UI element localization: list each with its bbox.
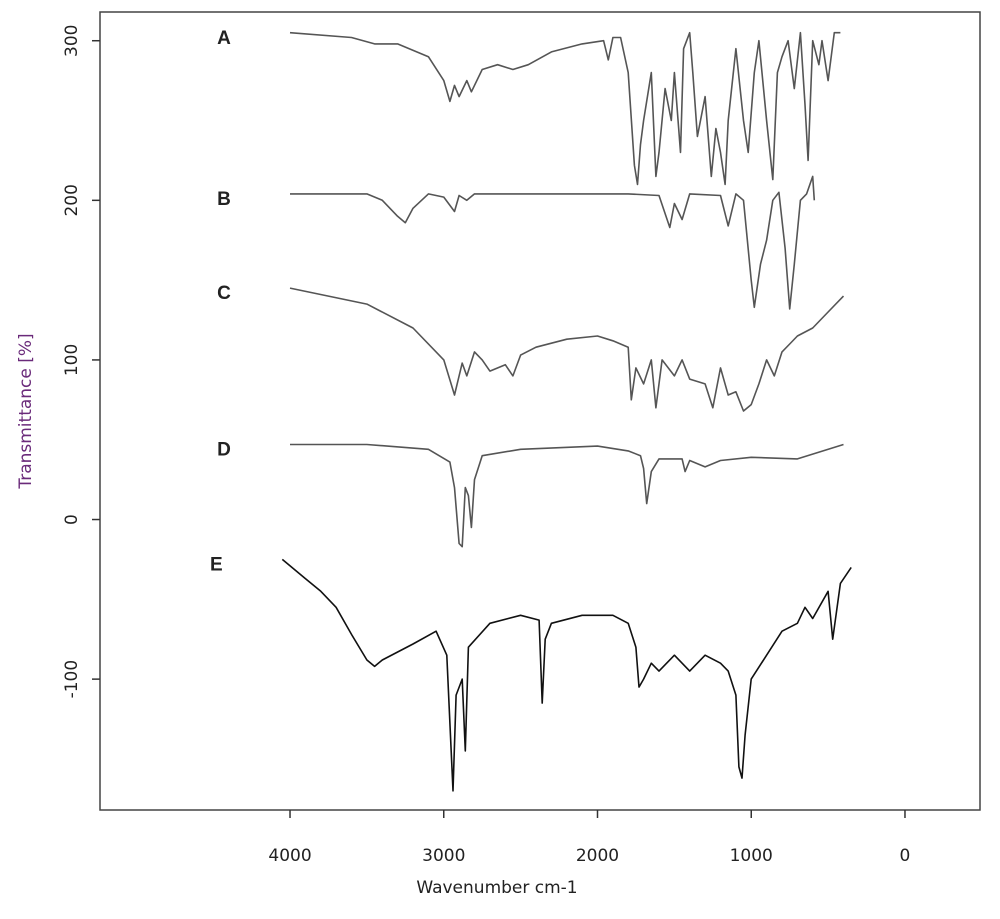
- series-name: B: [217, 189, 231, 210]
- series-name: D: [217, 440, 231, 461]
- series-name: A: [217, 28, 231, 49]
- y-tick-label: 200: [62, 184, 82, 216]
- x-tick-label: 3000: [422, 846, 465, 866]
- y-tick-label: 100: [62, 344, 82, 376]
- spectrum-line: [289, 31, 841, 186]
- x-tick-label: 1000: [730, 846, 773, 866]
- x-tick-label: 2000: [576, 846, 619, 866]
- spectrum-line: [290, 443, 844, 548]
- y-tick-label: 300: [62, 25, 82, 57]
- spectrum-line: [289, 287, 845, 412]
- spectrum-line: [290, 175, 816, 310]
- y-tick-label: 0: [62, 514, 82, 525]
- x-axis-label: Wavenumber cm-1: [416, 878, 577, 898]
- plot-frame: [99, 11, 981, 811]
- x-tick-label: 4000: [268, 846, 311, 866]
- x-tick-label: 0: [900, 846, 911, 866]
- spectrum-line: [281, 558, 852, 792]
- series-name: E: [210, 554, 223, 575]
- series-name: C: [217, 283, 231, 304]
- y-axis-label: Transmittance [%]: [16, 333, 36, 489]
- y-tick-label: -100: [62, 660, 82, 699]
